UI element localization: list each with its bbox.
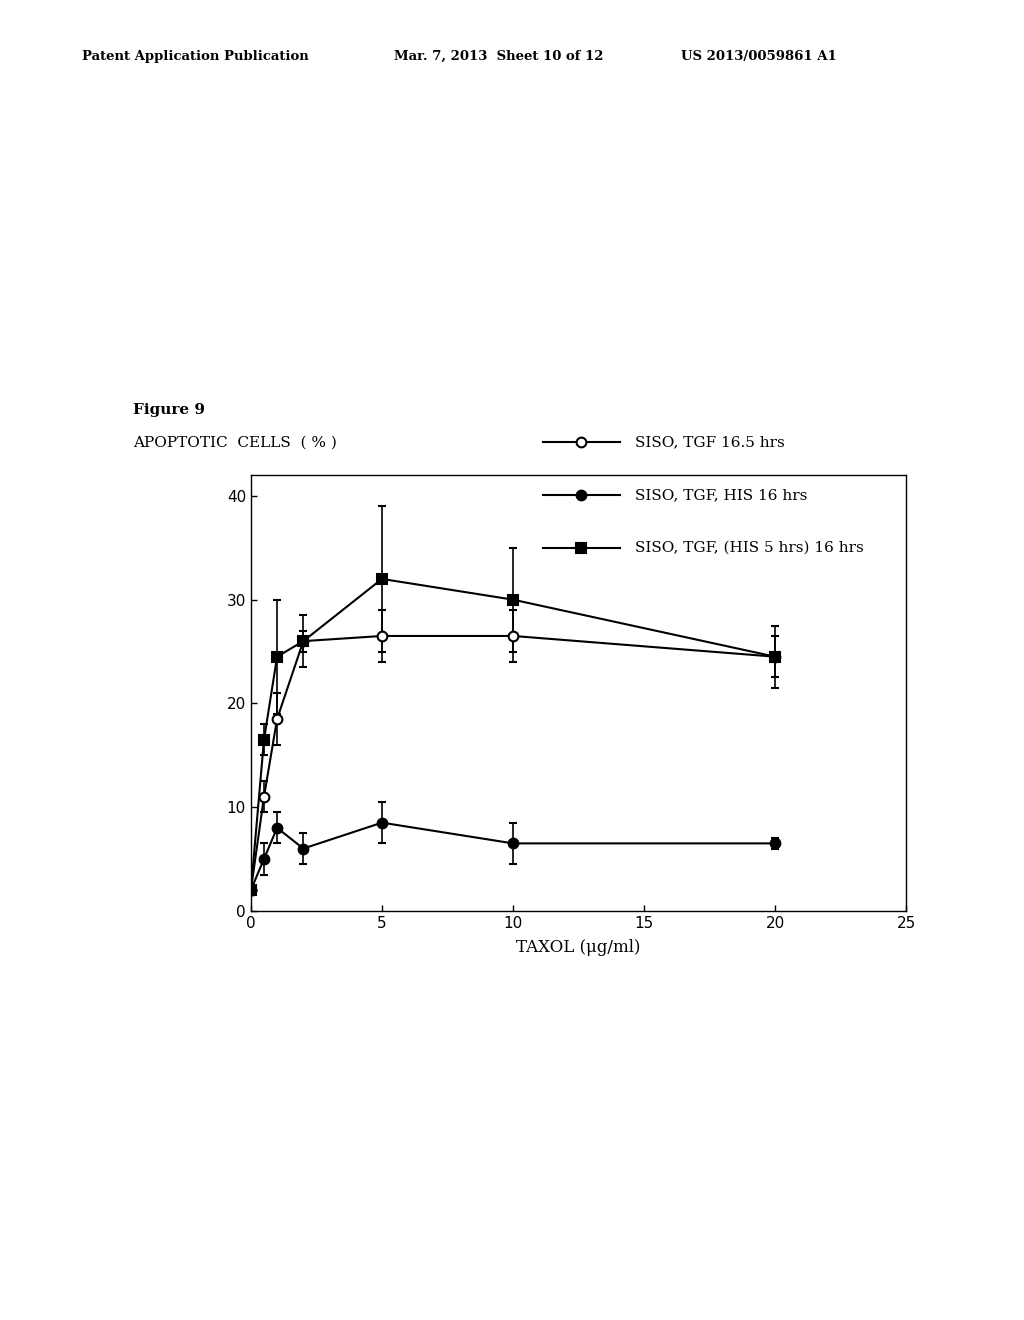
Text: SISO, TGF 16.5 hrs: SISO, TGF 16.5 hrs bbox=[635, 436, 784, 449]
Text: SISO, TGF, HIS 16 hrs: SISO, TGF, HIS 16 hrs bbox=[635, 488, 807, 502]
Text: Patent Application Publication: Patent Application Publication bbox=[82, 50, 308, 63]
Text: US 2013/0059861 A1: US 2013/0059861 A1 bbox=[681, 50, 837, 63]
Text: Mar. 7, 2013  Sheet 10 of 12: Mar. 7, 2013 Sheet 10 of 12 bbox=[394, 50, 604, 63]
Text: Figure 9: Figure 9 bbox=[133, 403, 205, 417]
Text: APOPTOTIC  CELLS  ( % ): APOPTOTIC CELLS ( % ) bbox=[133, 436, 337, 450]
X-axis label: TAXOL (μg/ml): TAXOL (μg/ml) bbox=[516, 939, 641, 956]
Text: SISO, TGF, (HIS 5 hrs) 16 hrs: SISO, TGF, (HIS 5 hrs) 16 hrs bbox=[635, 541, 863, 554]
